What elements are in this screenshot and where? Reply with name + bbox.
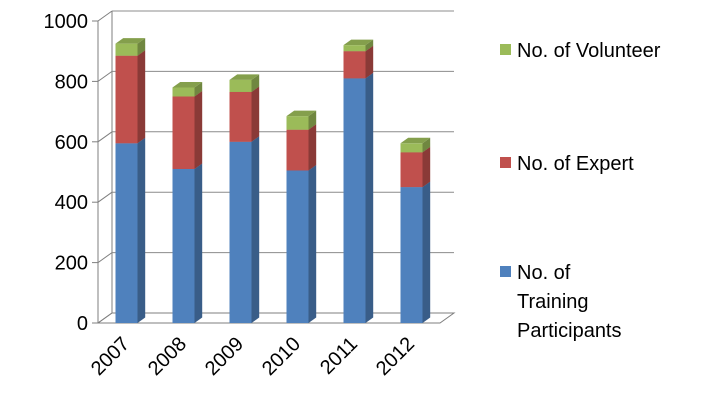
x-tick-label: 2011 — [316, 333, 362, 379]
axes — [92, 11, 456, 324]
bar-segment-2010-volunteer — [286, 110, 317, 130]
legend: No. of Volunteer No. of Expert No. of Train… — [500, 40, 661, 342]
legend-item: No. of Expert — [500, 153, 634, 175]
bar-segment-2008-volunteer — [172, 81, 203, 97]
bar-segment-2009-expert — [229, 86, 260, 142]
x-tick-label: 2010 — [258, 333, 305, 380]
gridline-side — [97, 10, 113, 22]
x-tick-label: 2007 — [87, 333, 134, 380]
bar-segment-2011-volunteer — [343, 39, 374, 52]
gridline-side — [97, 70, 113, 82]
x-tick-label: 2009 — [201, 333, 248, 380]
bar-segment-2007-volunteer — [115, 38, 146, 56]
gridline-side — [97, 131, 113, 143]
legend-swatch — [500, 44, 511, 55]
bars — [115, 38, 431, 323]
bar-segment-2010-expert — [286, 124, 317, 171]
bar-segment-2012-volunteer — [400, 137, 431, 153]
gridline-side — [97, 252, 113, 264]
bar-segment-2008-expert — [172, 91, 203, 169]
y-tick-label: 0 — [77, 313, 88, 335]
bar-segment-2012-training-participants — [400, 181, 431, 323]
bar-segment-2012-expert — [400, 146, 431, 188]
bar-segment-2007-expert — [115, 50, 146, 144]
legend-label: No. of Expert — [517, 153, 634, 175]
legend-swatch — [500, 157, 511, 168]
bar-segment-2008-training-participants — [172, 163, 203, 323]
y-tick-label: 600 — [55, 132, 88, 154]
legend-label: Training — [517, 291, 589, 313]
y-tick-label: 1000 — [44, 11, 89, 33]
legend-swatch — [500, 266, 511, 277]
bar-segment-2010-training-participants — [286, 164, 317, 323]
x-axis-tick-labels: 2007 2008 2009 2010 2011 2012 — [87, 333, 419, 380]
gridlines — [97, 10, 454, 324]
legend-item: No. of Volunteer — [500, 40, 661, 62]
bar-segment-2009-training-participants — [229, 136, 260, 323]
bar-segment-2007-training-participants — [115, 137, 146, 323]
legend-label: No. of Volunteer — [517, 40, 661, 62]
y-tick-label: 400 — [55, 192, 88, 214]
chart-floor — [96, 312, 456, 324]
gridline-side — [97, 191, 113, 203]
legend-label: No. of — [517, 262, 571, 284]
legend-label: Participants — [517, 320, 622, 342]
y-tick-label: 800 — [55, 71, 88, 93]
legend-item: No. of Training Participants — [500, 262, 622, 342]
x-tick-label: 2012 — [372, 333, 419, 380]
y-axis-tick-labels: 0 200 400 600 800 1000 — [44, 11, 89, 335]
x-tick-label: 2008 — [144, 333, 191, 380]
y-tick-label: 200 — [55, 253, 88, 275]
bar-segment-2009-volunteer — [229, 74, 260, 92]
bar-segment-2011-training-participants — [343, 72, 374, 323]
